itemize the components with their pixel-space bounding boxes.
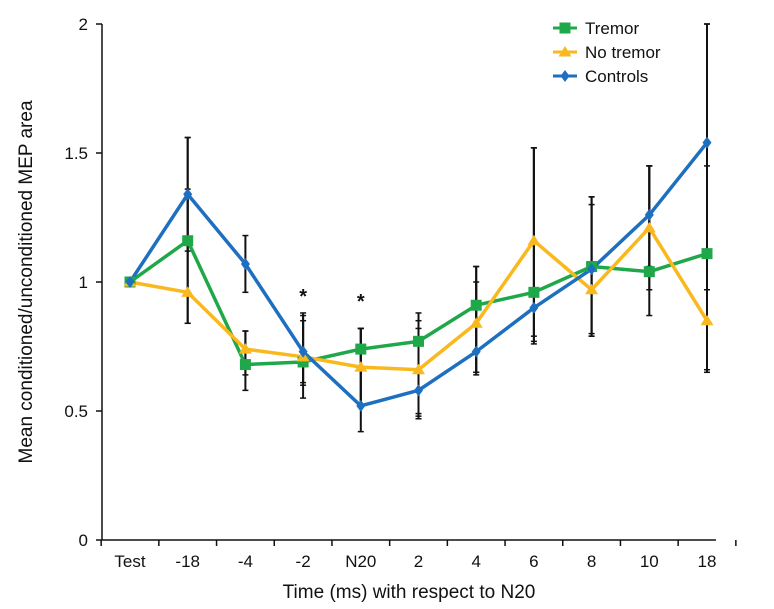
- legend: Tremor No tremor Controls: [553, 19, 661, 86]
- data-point: [587, 263, 597, 276]
- data-point: [238, 343, 252, 354]
- data-point: [471, 345, 481, 358]
- data-point: [354, 361, 368, 372]
- significance-asterisk: *: [299, 286, 307, 308]
- x-tick-label: -4: [238, 552, 253, 571]
- x-tick-label: 10: [640, 552, 659, 571]
- data-point: [181, 286, 195, 297]
- data-point: [528, 286, 540, 298]
- legend-swatch-marker: [559, 22, 571, 34]
- x-tick-label: 18: [698, 552, 717, 571]
- x-axis-title: Time (ms) with respect to N20: [283, 582, 536, 603]
- data-point: [298, 345, 308, 358]
- legend-label: Controls: [585, 67, 648, 86]
- data-point: [701, 248, 713, 260]
- data-point: [355, 343, 367, 355]
- data-point: [414, 384, 423, 397]
- legend-swatch-marker: [560, 70, 570, 82]
- legend-swatch-marker: [558, 46, 572, 57]
- legend-label: Tremor: [585, 19, 639, 38]
- y-axis-title: Mean conditioned/unconditioned MEP area: [16, 100, 37, 463]
- data-point: [412, 363, 425, 375]
- x-axis-ticks: Test -18 -4 -2 N20 2 4 6 8 10 18: [100, 540, 737, 571]
- data-point: [240, 257, 250, 270]
- y-tick-label: 1.5: [64, 144, 88, 163]
- data-point: [529, 301, 539, 314]
- x-tick-label: 8: [587, 552, 596, 571]
- x-tick-label: -2: [296, 552, 311, 571]
- y-tick-label: 1: [79, 273, 88, 292]
- x-tick-label: -18: [175, 552, 200, 571]
- data-point: [297, 356, 309, 368]
- data-point: [125, 276, 135, 288]
- y-tick-label: 0.5: [64, 402, 88, 421]
- x-tick-label: 4: [471, 552, 480, 571]
- x-tick-label: 2: [414, 552, 423, 571]
- data-point: [413, 335, 424, 347]
- data-point: [470, 299, 482, 311]
- data-point: [527, 234, 541, 246]
- data-point: [183, 188, 193, 201]
- data-point: [643, 266, 655, 278]
- data-point: [644, 208, 654, 221]
- data-point: [702, 136, 712, 149]
- axes: [101, 24, 716, 541]
- y-axis-ticks: 0 0.5 1 1.5 2: [64, 15, 102, 550]
- significance-asterisk: *: [357, 291, 365, 313]
- data-point: [585, 283, 599, 295]
- data-point: [239, 359, 251, 371]
- x-tick-label: Test: [114, 552, 145, 571]
- data-point: [182, 235, 194, 247]
- data-point: [469, 317, 483, 328]
- series-markers: [123, 136, 714, 412]
- y-tick-label: 0: [79, 531, 88, 550]
- data-point: [642, 221, 656, 233]
- significance-annotations: * *: [299, 286, 365, 313]
- x-tick-label: 6: [529, 552, 538, 571]
- data-point: [356, 399, 366, 412]
- legend-label: No tremor: [585, 43, 661, 62]
- x-tick-label: N20: [345, 552, 376, 571]
- data-point: [700, 314, 714, 326]
- y-tick-label: 2: [79, 15, 88, 34]
